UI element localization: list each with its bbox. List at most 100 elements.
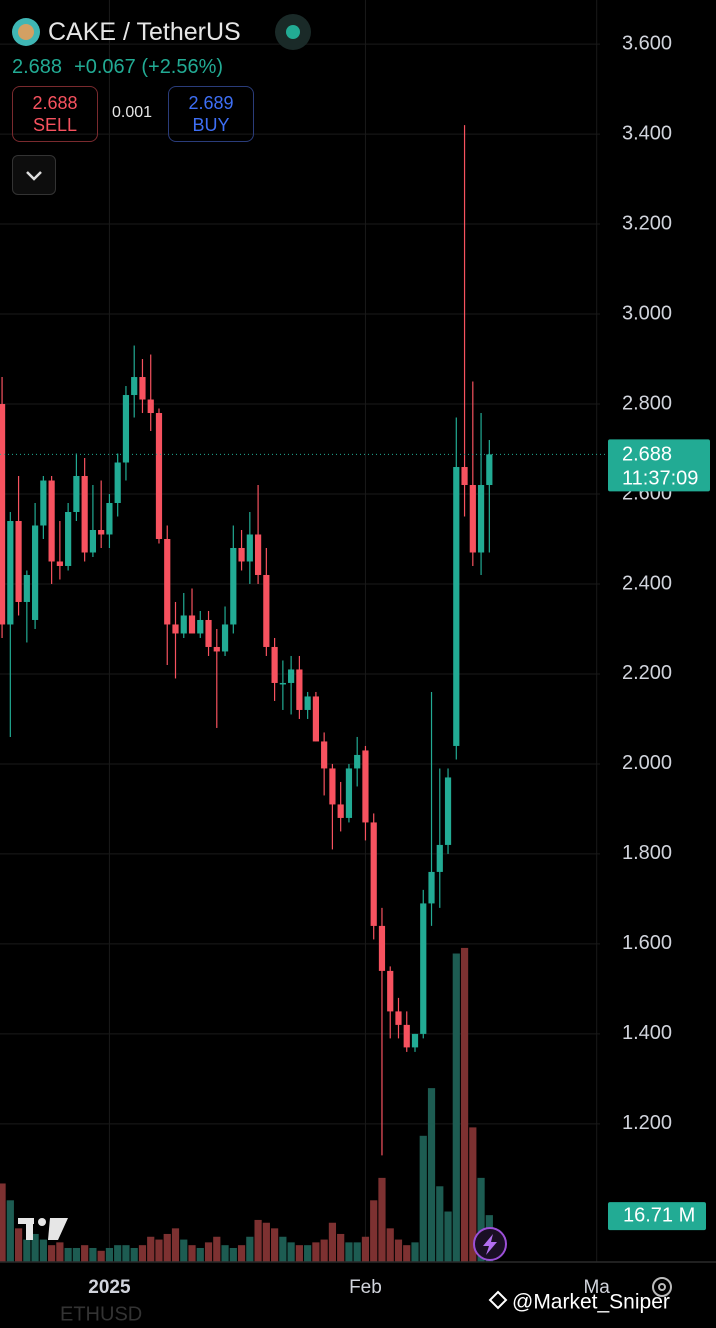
candle-body: [370, 822, 377, 926]
candle-body: [81, 476, 88, 553]
candle-body: [89, 529, 97, 553]
volume-bar: [188, 1245, 196, 1262]
volume-bar: [97, 1250, 105, 1262]
lightning-button[interactable]: [473, 1227, 507, 1261]
candle-body: [188, 615, 196, 634]
header: CAKE / TetherUS 2.688 +0.067 (+2.56%): [12, 14, 311, 79]
title-row: CAKE / TetherUS: [12, 14, 311, 50]
last-price: 2.688: [12, 56, 63, 78]
y-tick-label: 2.800: [622, 392, 672, 414]
y-tick-label: 1.600: [622, 932, 672, 954]
x-tick-label: Feb: [349, 1277, 382, 1298]
sell-button[interactable]: 2.688 SELL: [12, 86, 98, 142]
y-tick-label: 2.200: [622, 662, 672, 684]
candle-body: [312, 696, 319, 742]
volume-bar: [122, 1245, 130, 1262]
candle-body: [436, 844, 443, 872]
volume-bar: [196, 1247, 204, 1262]
candle-body: [461, 467, 468, 486]
candle-body: [230, 547, 237, 625]
candle-body: [362, 750, 369, 823]
volume-bar: [114, 1245, 122, 1262]
candle-body: [213, 646, 220, 652]
sell-label[interactable]: SELL: [32, 115, 78, 135]
volume-tag: [608, 1202, 706, 1231]
candle-body: [172, 624, 179, 634]
candle-body: [122, 395, 130, 463]
grid: [0, 0, 600, 1262]
volume-bar: [469, 1127, 477, 1262]
candle-body: [15, 520, 22, 602]
candle-body: [114, 462, 121, 504]
y-tick-label: 1.200: [622, 1112, 672, 1134]
candle-body: [65, 511, 72, 566]
price-change: +0.067 (+2.56%): [74, 56, 224, 78]
volume-bar: [477, 1177, 485, 1262]
volume-bar: [271, 1228, 279, 1262]
buy-price[interactable]: 2.689: [188, 93, 234, 113]
volume-bar: [81, 1245, 89, 1262]
chevron[interactable]: [13, 156, 55, 194]
volume-bar: [328, 1222, 337, 1262]
volume-bar: [419, 1135, 427, 1262]
candle-body: [337, 804, 344, 818]
volume-bar: [345, 1242, 353, 1262]
y-tick-label: 1.400: [622, 1022, 672, 1044]
volume-bar: [337, 1233, 345, 1262]
volume-tag-text: 16.71 M: [623, 1204, 695, 1226]
buy-button[interactable]: 2.689 BUY: [168, 86, 254, 142]
volume-bar: [254, 1219, 262, 1262]
volume-bar: [452, 953, 460, 1262]
volume-bar: [221, 1245, 229, 1262]
symbol-title[interactable]: CAKE / TetherUS: [48, 17, 241, 46]
gear[interactable]: [652, 1277, 672, 1297]
candle-body: [378, 925, 386, 971]
candle-body: [139, 377, 146, 400]
candle-body: [164, 538, 171, 625]
candle-body: [486, 454, 493, 486]
price-tag-countdown: 11:37:09: [622, 468, 698, 490]
candle-body: [420, 903, 427, 1034]
volume-bar: [287, 1242, 295, 1262]
candle-body: [345, 768, 353, 818]
y-tick-label: 3.400: [622, 122, 672, 144]
volume-bar: [48, 1245, 56, 1262]
volume-bar: [204, 1242, 213, 1262]
settings-icon[interactable]: [652, 1277, 672, 1297]
volume-bar: [0, 1183, 6, 1262]
candle-body: [197, 619, 204, 634]
x-tick-label: 2025: [88, 1277, 131, 1298]
volume-bar: [138, 1245, 147, 1262]
volume-bar: [427, 1088, 436, 1262]
volume-bar: [89, 1247, 97, 1262]
volume-bar: [229, 1247, 237, 1262]
candle-body: [321, 741, 328, 769]
volume-bar: [163, 1233, 171, 1262]
candles: [0, 125, 493, 1156]
watermark-icon: [488, 1290, 508, 1310]
candle-body: [48, 480, 55, 562]
candle-body: [131, 377, 138, 396]
candle-body: [7, 520, 14, 625]
status-dot: [274, 14, 311, 50]
candle-body: [56, 561, 63, 566]
candle-body: [296, 669, 303, 710]
volume-bar: [105, 1247, 114, 1262]
volume-bar: [246, 1236, 254, 1262]
chevron-line[interactable]: [26, 171, 42, 181]
buy-label[interactable]: BUY: [192, 115, 230, 135]
expand-button[interactable]: [12, 155, 56, 195]
y-tick-label: 3.200: [622, 212, 672, 234]
lightning-icon[interactable]: [483, 1234, 497, 1255]
quote: 2.688 +0.067 (+2.56%): [12, 56, 311, 79]
y-tick-label: 1.800: [622, 842, 672, 864]
gear-hub[interactable]: [658, 1283, 666, 1291]
coin-icon: [12, 18, 40, 46]
candle-body: [238, 547, 245, 562]
candle-body: [221, 624, 229, 652]
sell-price[interactable]: 2.688: [32, 93, 78, 113]
volume-bar: [130, 1247, 138, 1262]
volume-bar: [403, 1245, 411, 1262]
price-tag-price: 2.688: [622, 444, 672, 466]
